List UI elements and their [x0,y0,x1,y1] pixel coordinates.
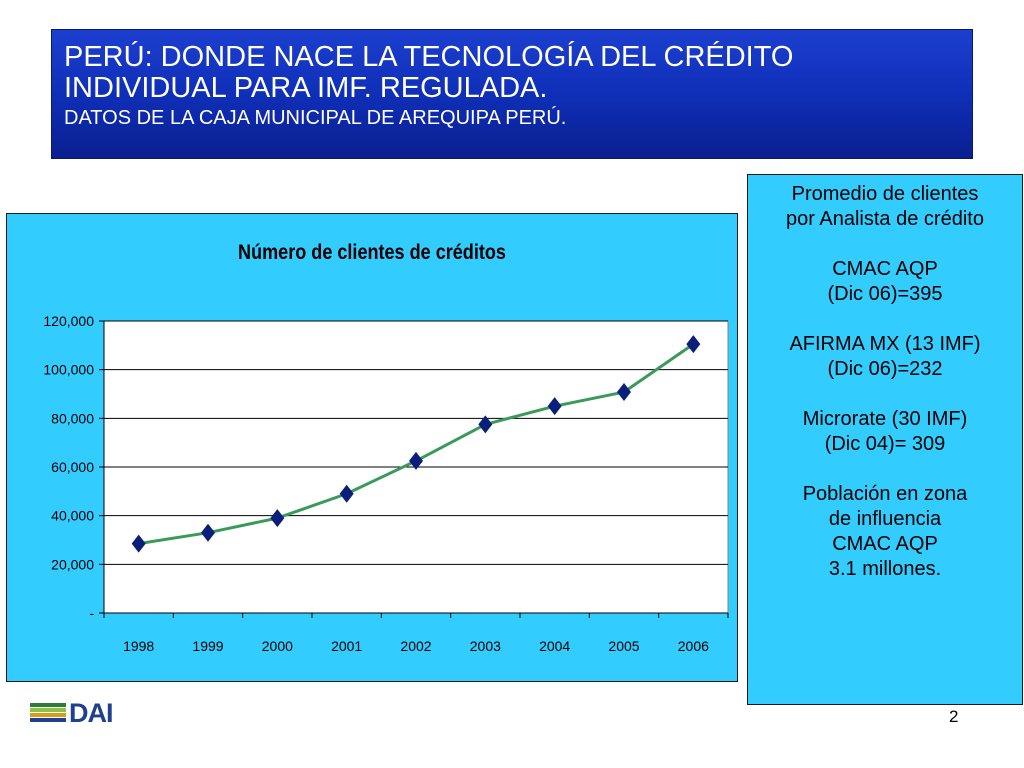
side-group-2: AFIRMA MX (13 IMF) (Dic 06)=232 [748,332,1022,382]
x-tick-label: 2004 [539,638,570,654]
y-tick-label: 20,000 [51,556,94,572]
data-point-marker [409,451,423,470]
x-tick-label: 2001 [331,638,362,654]
side-text-line: Promedio de clientes [791,183,979,205]
side-info-panel: Promedio de clientes por Analista de créd… [747,174,1023,705]
x-tick-label: 1998 [123,638,154,654]
title-line-2: INDIVIDUAL PARA IMF. REGULADA. [64,72,548,104]
gridlines [104,320,728,565]
side-group-1: CMAC AQP (Dic 06)=395 [748,257,1022,307]
data-point-marker [478,415,493,434]
side-text-line: (Dic 04)= 309 [824,433,946,455]
y-tick-label: 40,000 [51,508,94,524]
y-tick-label: 120,000 [43,313,94,329]
side-text-line: Microrate (30 IMF) [802,408,968,430]
side-group-4: Población en zona de influencia CMAC AQP 3.… [748,482,1022,582]
side-text-line: 3.1 millones. [828,558,942,580]
subtitle: DATOS DE LA CAJA MUNICIPAL DE AREQUIPA P… [64,107,567,129]
side-text-line: (Dic 06)=232 [827,358,943,380]
data-point-marker [339,484,354,503]
data-point-marker [547,397,562,416]
title-line-1: PERÚ: DONDE NACE LA TECNOLOGÍA DEL CRÉDI… [64,41,794,73]
x-tick-label: 1999 [192,638,223,654]
logo-stripes-icon [30,703,66,723]
line-chart: Número de clientes de créditos - 20,000 40… [43,241,729,654]
axes [99,320,729,618]
side-text-line: por Analista de crédito [786,208,984,230]
y-tick-labels: - 20,000 40,000 60,000 80,000 100,000 120,000 [43,313,94,621]
x-tick-label: 2002 [400,638,431,654]
side-text-line: Población en zona [802,483,968,505]
logo-text: DAI [69,698,113,728]
page-number: 2 [949,707,959,726]
side-text-line: CMAC AQP [832,258,938,280]
side-text-line: (Dic 06)=395 [827,283,943,305]
dai-logo: DAI [30,698,140,728]
data-point-marker [201,523,215,542]
x-tick-label: 2006 [678,638,709,654]
y-tick-label: - [89,605,94,621]
y-tick-label: 60,000 [51,459,94,475]
data-point-marker [131,534,146,553]
side-group-3: Microrate (30 IMF) (Dic 04)= 309 [748,407,1022,457]
chart-panel: Número de clientes de créditos - 20,000 40… [6,213,738,682]
side-group-0: Promedio de clientes por Analista de créd… [748,182,1022,232]
chart-title: Número de clientes de créditos [238,241,506,265]
side-text-line: AFIRMA MX (13 IMF) [789,333,981,355]
x-tick-label: 2000 [262,638,293,654]
side-text-line: de influencia [828,508,942,530]
x-tick-labels: 1998 1999 2000 2001 2002 2003 2004 2005 2006 [123,638,709,654]
side-text-line: CMAC AQP [832,533,938,555]
y-tick-label: 80,000 [51,410,94,426]
x-tick-label: 2003 [470,638,501,654]
title-banner: PERÚ: DONDE NACE LA TECNOLOGÍA DEL CRÉDI… [51,29,973,159]
x-tick-label: 2005 [608,638,639,654]
data-point-marker [686,335,701,354]
data-point-marker [617,383,631,402]
y-tick-label: 100,000 [43,362,94,378]
